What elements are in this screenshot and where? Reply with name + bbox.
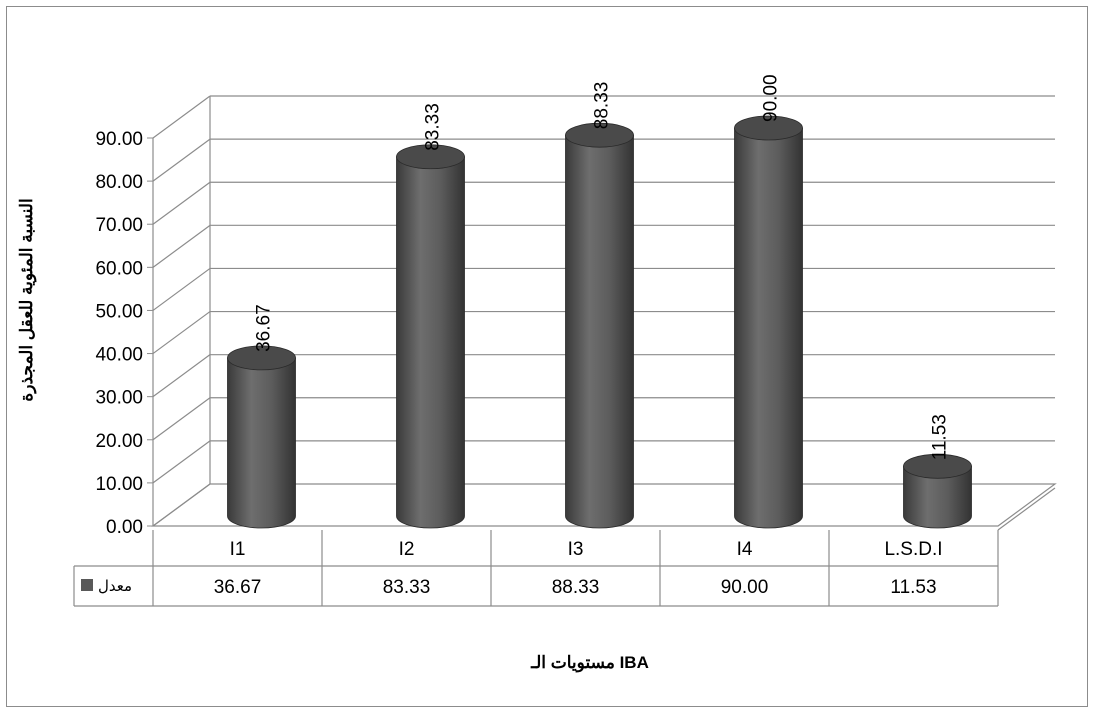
value-label: 83.33: [423, 103, 444, 151]
table-line: [998, 488, 1055, 530]
category-label: L.S.D.I: [884, 539, 942, 560]
y-tick-label: 80.00: [95, 172, 143, 193]
value-label: 11.53: [930, 414, 951, 460]
gridline-diagonal: [153, 355, 210, 397]
y-axis-ticks: 0.00 10.00 20.00 30.00 40.00 50.00 60.00 70.00 8…: [95, 129, 143, 538]
category-label: I3: [568, 539, 584, 560]
gridline-diagonal: [153, 268, 210, 310]
y-tick-label: 40.00: [95, 345, 143, 366]
table-value: 11.53: [890, 577, 936, 598]
legend-label: معدل: [98, 577, 132, 595]
category-label: I2: [399, 539, 415, 560]
table-value: 36.67: [214, 577, 262, 598]
value-label: 90.00: [761, 74, 782, 122]
value-label: 88.33: [592, 82, 613, 130]
gridline-diagonal: [153, 139, 210, 181]
legend-swatch: [81, 579, 93, 591]
bar-body: [397, 157, 465, 528]
table-value: 83.33: [383, 577, 431, 598]
gridline-diagonal: [153, 398, 210, 440]
bar: [228, 346, 296, 528]
y-tick-label: 10.00: [95, 474, 143, 495]
gridline-diagonal: [153, 441, 210, 483]
y-tick-label: 50.00: [95, 301, 143, 322]
table-value: 90.00: [721, 577, 769, 598]
y-axis-title: النسبة المئوية للعقل المجذرة: [17, 198, 37, 401]
bar: [735, 116, 803, 528]
bar-body: [228, 358, 296, 528]
gridline-diagonal: [153, 484, 210, 526]
y-tick-label: 20.00: [95, 431, 143, 452]
y-tick-label: 60.00: [95, 258, 143, 279]
y-tick-label: 0.00: [106, 517, 143, 538]
bar-body: [735, 128, 803, 528]
gridline-diagonal: [153, 182, 210, 224]
y-tick-label: 70.00: [95, 215, 143, 236]
gridline-diagonal: [153, 225, 210, 267]
y-tick-label: 90.00: [95, 129, 143, 150]
bar-body: [566, 135, 634, 528]
category-label: I1: [230, 539, 246, 560]
y-tick-label: 30.00: [95, 388, 143, 409]
bar: [566, 123, 634, 528]
category-label: I4: [737, 539, 753, 560]
gridline-diagonal: [153, 96, 210, 138]
value-label: 36.67: [254, 304, 275, 352]
gridline-diagonal: [153, 312, 210, 354]
x-axis-title: مستويات الـ IBA: [530, 653, 649, 673]
bar: [904, 454, 972, 528]
bar: [397, 145, 465, 528]
table-value: 88.33: [552, 577, 600, 598]
bars: [228, 116, 972, 528]
